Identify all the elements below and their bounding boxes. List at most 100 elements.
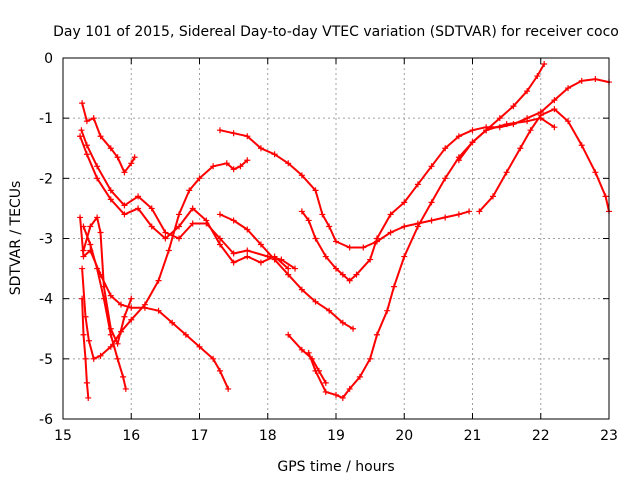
data-point — [128, 295, 135, 302]
data-point — [85, 337, 92, 344]
data-point — [216, 127, 223, 134]
data-point — [322, 253, 329, 260]
data-point — [367, 355, 374, 362]
data-point — [189, 220, 196, 227]
data-point — [97, 133, 104, 140]
y-axis-label: SDTVAR / TECUs — [8, 181, 24, 296]
series-line — [300, 78, 610, 282]
data-point — [524, 88, 531, 95]
grid-layer — [63, 58, 609, 419]
data-point — [121, 169, 128, 176]
series-line — [79, 216, 230, 390]
data-point — [496, 115, 503, 122]
data-point — [503, 121, 510, 128]
data-point — [79, 100, 86, 107]
data-point — [107, 343, 114, 350]
data-point — [551, 124, 558, 131]
data-point — [271, 256, 278, 263]
series-track-1 — [79, 100, 138, 176]
data-point — [326, 307, 333, 314]
data-point — [107, 196, 114, 203]
data-point — [414, 181, 421, 188]
data-point — [551, 97, 558, 104]
data-point — [551, 106, 558, 113]
data-point — [87, 241, 94, 248]
data-point — [489, 193, 496, 200]
data-point — [80, 223, 87, 230]
data-point — [223, 160, 230, 167]
data-point — [128, 304, 135, 311]
data-point — [537, 112, 544, 119]
data-point — [353, 271, 360, 278]
data-point — [122, 385, 129, 392]
y-tick-label: 0 — [44, 51, 53, 67]
data-point — [230, 166, 237, 173]
data-point — [524, 118, 531, 125]
data-point — [97, 229, 104, 236]
data-point — [114, 154, 121, 161]
data-point — [312, 298, 319, 305]
data-point — [428, 217, 435, 224]
data-point — [80, 253, 87, 260]
data-point — [107, 292, 114, 299]
data-point — [534, 73, 541, 80]
data-point — [517, 145, 524, 152]
series-track-14 — [455, 61, 548, 164]
data-point — [414, 223, 421, 230]
series-line — [219, 129, 471, 249]
data-point — [114, 355, 121, 362]
data-point — [155, 277, 162, 284]
series-track-8 — [80, 214, 135, 347]
data-point — [237, 163, 244, 170]
x-tick-label: 21 — [464, 428, 482, 444]
data-point — [90, 115, 97, 122]
data-point — [592, 76, 599, 83]
series-line — [478, 108, 610, 213]
data-point — [114, 340, 121, 347]
series-track-13 — [285, 331, 329, 386]
data-point — [107, 145, 114, 152]
data-point — [333, 391, 339, 398]
data-point — [203, 217, 210, 224]
series-track-11 — [305, 115, 558, 401]
data-point — [83, 379, 90, 386]
series-track-15 — [476, 106, 612, 215]
data-point — [79, 295, 86, 302]
data-point — [339, 319, 346, 326]
data-point — [578, 142, 585, 149]
data-point — [135, 205, 142, 212]
x-tick-label: 22 — [532, 428, 550, 444]
data-point — [94, 265, 101, 272]
data-point — [602, 193, 609, 200]
series-line — [82, 225, 127, 390]
data-point — [118, 301, 125, 308]
series-track-10 — [298, 76, 612, 284]
x-tick-label: 23 — [600, 428, 618, 444]
x-tick-label: 20 — [395, 428, 413, 444]
data-point — [339, 394, 346, 401]
data-point — [391, 283, 398, 290]
data-point — [346, 385, 353, 392]
data-point — [210, 163, 217, 170]
y-tick-label: -6 — [39, 412, 53, 428]
data-point — [244, 157, 251, 164]
data-point — [298, 286, 305, 293]
x-tick-label: 18 — [259, 428, 277, 444]
data-point — [230, 130, 237, 137]
series-track-12 — [216, 211, 357, 332]
data-point — [442, 175, 449, 182]
data-point — [455, 211, 462, 218]
data-point — [455, 133, 462, 140]
data-point — [401, 253, 408, 260]
data-point — [80, 247, 87, 254]
series-track-2 — [78, 127, 299, 272]
data-point — [312, 235, 319, 242]
data-point — [148, 205, 155, 212]
data-point — [367, 256, 374, 263]
data-point — [80, 331, 87, 338]
data-point — [189, 205, 196, 212]
data-point — [121, 211, 128, 218]
series-layer — [77, 61, 612, 401]
x-tick-label: 17 — [191, 428, 209, 444]
data-point — [541, 61, 548, 68]
